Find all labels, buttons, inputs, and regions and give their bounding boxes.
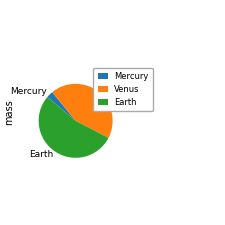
Wedge shape: [47, 92, 76, 121]
Text: Venus: Venus: [101, 85, 128, 94]
Legend: Mercury, Venus, Earth: Mercury, Venus, Earth: [94, 68, 153, 111]
Wedge shape: [52, 84, 113, 138]
Text: mass: mass: [4, 100, 14, 125]
Text: Earth: Earth: [29, 150, 53, 159]
Wedge shape: [39, 97, 108, 158]
Text: Mercury: Mercury: [10, 87, 47, 96]
